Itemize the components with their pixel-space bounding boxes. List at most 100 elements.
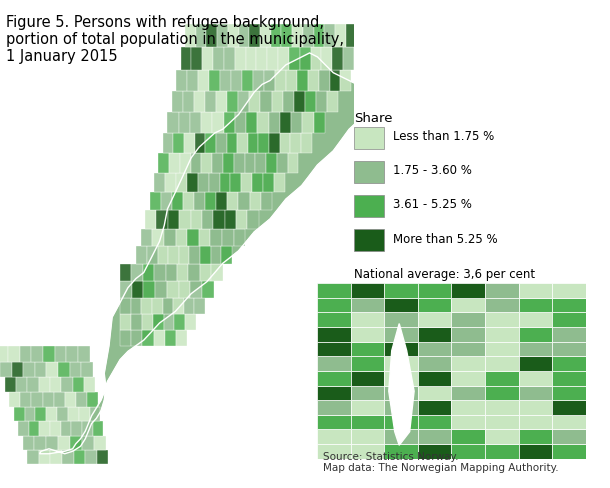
Polygon shape (50, 377, 62, 392)
Polygon shape (485, 400, 518, 415)
Polygon shape (518, 444, 552, 459)
Polygon shape (552, 312, 586, 327)
Polygon shape (418, 312, 451, 327)
Polygon shape (199, 228, 210, 246)
Polygon shape (16, 377, 27, 392)
Polygon shape (167, 281, 179, 298)
Polygon shape (274, 70, 285, 91)
Polygon shape (152, 314, 163, 330)
Polygon shape (209, 173, 220, 192)
Polygon shape (351, 386, 384, 400)
Polygon shape (317, 356, 351, 371)
Polygon shape (62, 450, 74, 464)
Polygon shape (260, 91, 271, 112)
Polygon shape (35, 436, 46, 450)
Polygon shape (418, 342, 451, 356)
Polygon shape (343, 47, 354, 70)
Polygon shape (132, 281, 143, 298)
Polygon shape (38, 450, 50, 464)
Polygon shape (165, 330, 176, 346)
Polygon shape (274, 173, 285, 192)
Polygon shape (60, 422, 71, 436)
Polygon shape (418, 415, 451, 429)
Polygon shape (131, 298, 142, 314)
Polygon shape (451, 386, 485, 400)
Polygon shape (196, 24, 206, 47)
Polygon shape (23, 436, 35, 450)
Polygon shape (451, 342, 485, 356)
Polygon shape (40, 53, 373, 454)
Polygon shape (242, 173, 253, 192)
Polygon shape (202, 210, 213, 228)
Polygon shape (325, 24, 335, 47)
Polygon shape (282, 91, 294, 112)
Polygon shape (131, 330, 143, 346)
Polygon shape (212, 112, 223, 133)
Polygon shape (451, 283, 485, 298)
Polygon shape (205, 91, 216, 112)
Text: Source: Statistics Norway.
Map data: The Norwegian Mapping Authority.: Source: Statistics Norway. Map data: The… (323, 452, 559, 473)
Polygon shape (20, 392, 32, 407)
Polygon shape (35, 407, 46, 422)
Polygon shape (35, 362, 46, 377)
Polygon shape (552, 356, 586, 371)
Polygon shape (317, 400, 351, 415)
Polygon shape (29, 422, 40, 436)
Polygon shape (260, 192, 272, 210)
Polygon shape (205, 192, 217, 210)
Polygon shape (552, 415, 586, 429)
Polygon shape (246, 47, 256, 70)
Text: National average: 3,6 per cent: National average: 3,6 per cent (354, 268, 535, 281)
Polygon shape (184, 298, 195, 314)
Polygon shape (294, 91, 305, 112)
Polygon shape (285, 70, 296, 91)
Polygon shape (120, 314, 131, 330)
Polygon shape (57, 407, 68, 422)
Polygon shape (317, 342, 351, 356)
Polygon shape (278, 47, 289, 70)
Polygon shape (212, 153, 223, 173)
Polygon shape (190, 246, 200, 264)
Polygon shape (317, 444, 351, 459)
Polygon shape (418, 444, 451, 459)
Polygon shape (163, 314, 174, 330)
Polygon shape (183, 91, 194, 112)
Polygon shape (245, 153, 256, 173)
Polygon shape (485, 415, 518, 429)
Polygon shape (291, 112, 303, 133)
Polygon shape (267, 47, 278, 70)
Polygon shape (260, 24, 271, 47)
Polygon shape (32, 392, 43, 407)
Polygon shape (303, 24, 314, 47)
Polygon shape (418, 327, 451, 342)
Polygon shape (192, 47, 202, 70)
Polygon shape (143, 264, 154, 281)
Polygon shape (518, 400, 552, 415)
Polygon shape (55, 346, 66, 362)
Polygon shape (239, 192, 249, 210)
Polygon shape (18, 422, 29, 436)
Polygon shape (214, 210, 224, 228)
Polygon shape (354, 47, 365, 70)
Polygon shape (12, 362, 24, 377)
Polygon shape (287, 153, 298, 173)
Polygon shape (239, 24, 249, 47)
Polygon shape (136, 246, 147, 264)
Polygon shape (97, 450, 109, 464)
Polygon shape (223, 112, 235, 133)
Polygon shape (327, 91, 338, 112)
Polygon shape (157, 246, 168, 264)
Polygon shape (451, 371, 485, 386)
Polygon shape (195, 298, 205, 314)
Polygon shape (303, 112, 314, 133)
Polygon shape (141, 228, 152, 246)
Polygon shape (228, 192, 239, 210)
Polygon shape (451, 400, 485, 415)
Polygon shape (94, 436, 106, 450)
Polygon shape (351, 283, 384, 298)
Polygon shape (389, 324, 414, 445)
Polygon shape (351, 429, 384, 444)
Polygon shape (54, 392, 65, 407)
Polygon shape (237, 133, 248, 153)
Polygon shape (269, 133, 280, 153)
